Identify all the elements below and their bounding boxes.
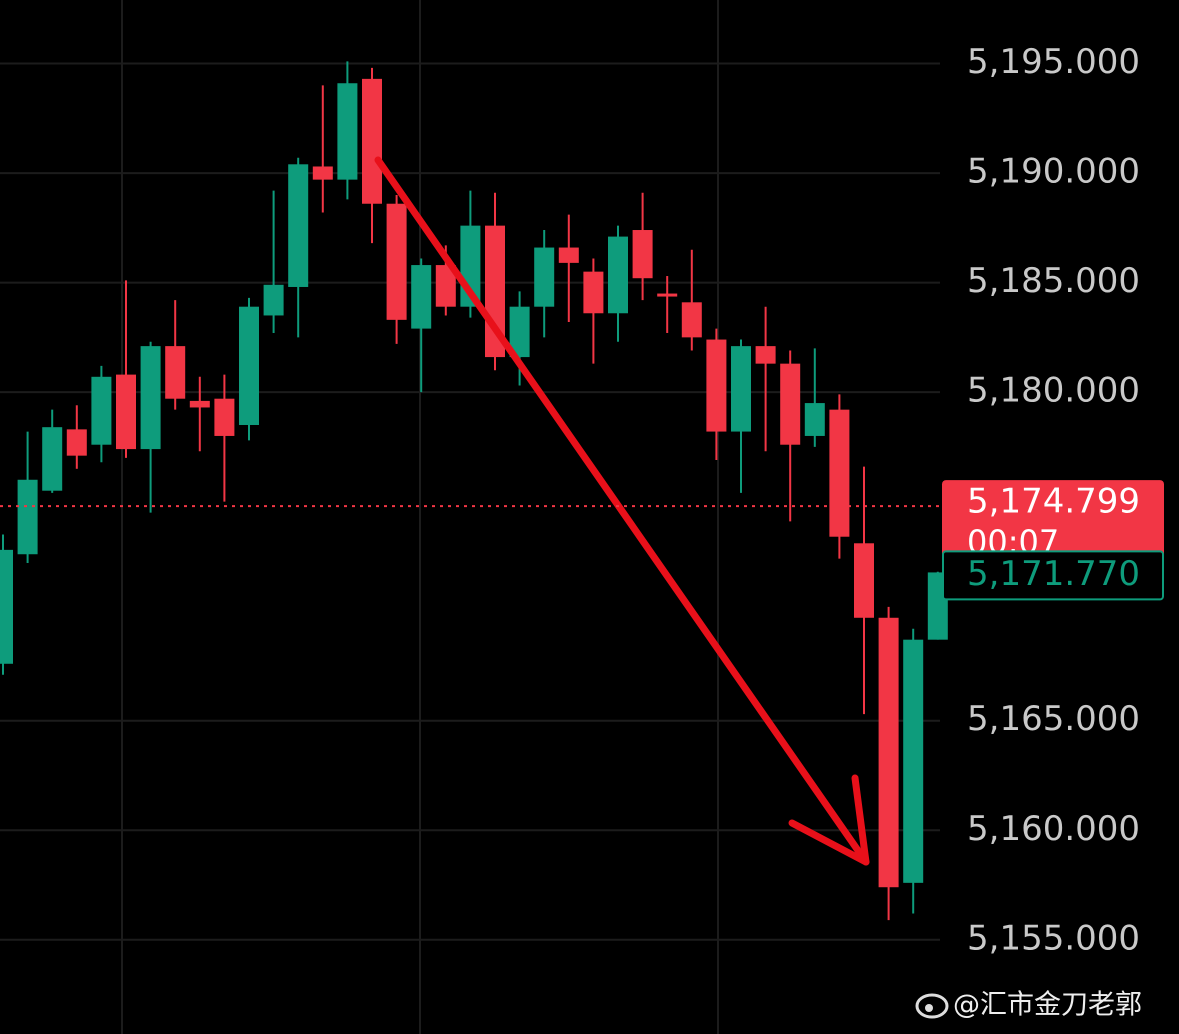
candles xyxy=(0,61,948,921)
y-tick-label: 5,165.000 xyxy=(967,699,1140,739)
arrow-head xyxy=(788,774,870,866)
candle-body xyxy=(829,409,850,537)
candle-body xyxy=(0,549,13,664)
candle-body xyxy=(780,363,801,445)
candle-body xyxy=(42,427,63,491)
candle-body xyxy=(66,429,87,456)
candle-body xyxy=(558,247,579,263)
candle-body xyxy=(288,164,309,287)
candle-body xyxy=(755,346,776,364)
y-tick-label: 5,190.000 xyxy=(967,152,1140,192)
overlay xyxy=(0,156,940,866)
candle-body xyxy=(903,639,924,883)
y-tick-label: 5,155.000 xyxy=(967,918,1140,958)
trend-arrow xyxy=(374,156,870,866)
candle-body xyxy=(263,284,284,316)
candle-body xyxy=(657,293,678,297)
candle-body xyxy=(583,271,604,314)
candle-body xyxy=(362,78,382,204)
price-label: 5,174.799 xyxy=(967,482,1140,522)
watermark: @汇市金刀老郭 xyxy=(915,990,1142,1021)
price-label-box xyxy=(942,480,1164,571)
candle-body xyxy=(239,306,259,425)
y-axis: 5,155.000 5,160.000 5,165.000 5,180.000 5,18… xyxy=(942,42,1164,958)
candle-body xyxy=(17,479,38,555)
candle-body xyxy=(804,403,825,436)
candle-body xyxy=(214,398,235,436)
candle-body xyxy=(731,346,751,432)
candle-body xyxy=(312,166,333,180)
candle-body xyxy=(140,346,161,450)
candle-body xyxy=(608,236,628,314)
candle-body xyxy=(681,302,702,338)
candle-body xyxy=(337,83,358,180)
candle-body xyxy=(116,374,136,450)
candle-body xyxy=(706,339,727,432)
candle-body xyxy=(854,543,874,618)
candle-body xyxy=(386,203,407,320)
watermark-icon xyxy=(915,993,949,1019)
candle-body xyxy=(878,617,899,888)
candle-body xyxy=(509,306,530,358)
candle-body xyxy=(165,346,186,399)
watermark-text: @汇市金刀老郭 xyxy=(953,990,1142,1021)
candle-body xyxy=(91,376,112,445)
watermark-icon-dot xyxy=(925,1004,933,1012)
reference-label: 5,171.770 xyxy=(967,554,1140,594)
y-tick-label: 5,160.000 xyxy=(967,809,1140,849)
y-tick-label: 5,180.000 xyxy=(967,371,1140,411)
candle-body xyxy=(435,265,456,307)
y-tick-label: 5,195.000 xyxy=(967,42,1140,82)
candle-body xyxy=(189,400,210,408)
candle-body xyxy=(411,265,432,329)
candle-body xyxy=(632,230,653,279)
candle-body xyxy=(534,247,555,307)
reference-label-box xyxy=(942,550,1164,601)
y-tick-label: 5,185.000 xyxy=(967,261,1140,301)
